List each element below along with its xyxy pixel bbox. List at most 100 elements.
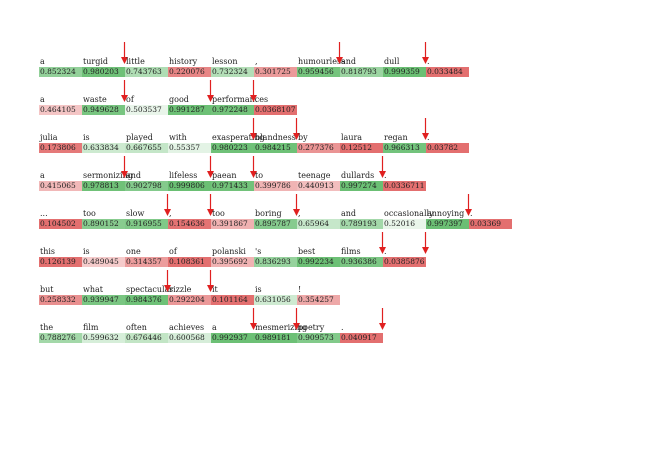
token-score: 0.959456 [297,67,340,77]
token-score: 0.895787 [254,219,297,229]
token-word: , [169,209,172,218]
token-cell: . 0.033484 [426,42,469,78]
token-word: played [126,133,153,142]
token-cell: a 0.464105 [39,80,82,116]
token-score: 0.220076 [168,67,211,77]
token-score: 0.966313 [383,143,426,153]
token-score: 0.104502 [39,219,82,229]
token-score: 0.818793 [340,67,383,77]
token-word: . [427,133,430,142]
token-word: with [169,133,187,142]
token-cell: and 0.789193 [340,194,383,230]
token-word: ... [40,209,48,218]
token-score: 0.984376 [125,295,168,305]
token-word: film [83,323,99,332]
token-score: 0.949628 [82,105,125,115]
token-score: 0.909573 [297,333,340,343]
token-score: 0.992937 [211,333,254,343]
token-cell: the 0.788276 [39,308,82,344]
token-word: dull [384,57,400,66]
token-cell: a 0.992937 [211,308,257,344]
token-word: . [255,95,258,104]
token-cell: lesson 0.732324 [211,42,254,78]
token-cell: too 0.890152 [82,194,125,230]
token-cell: played 0.667655 [125,118,168,154]
token-score: 0.033484 [426,67,469,77]
token-score: 0.154636 [168,219,211,229]
token-word: annoying [427,209,465,218]
sentence-row: julia 0.173806 is 0.633834 played 0.667655 wit… [39,118,469,154]
token-word: julia [40,133,58,142]
token-cell: , 0.154636 [168,194,214,230]
token-score: 0.415065 [39,181,82,191]
arrow-down-icon [121,80,128,102]
token-word: sermonizing [83,171,133,180]
token-cell: ! 0.354257 [297,270,340,306]
token-word: of [126,95,134,104]
arrow-down-icon [207,270,214,292]
token-word: sizzle [169,285,192,294]
token-score: 0.126139 [39,257,82,267]
token-cell: little 0.743763 [125,42,168,78]
arrow-down-icon [293,308,300,330]
token-cell: dull 0.999359 [383,42,429,78]
token-score: 0.939947 [82,295,125,305]
token-word: . [341,323,344,332]
token-score: 0.399786 [254,181,297,191]
token-score: 0.997397 [426,219,469,229]
token-word: and [341,209,357,218]
token-score: 0.101164 [211,295,254,305]
token-cell: is 0.489045 [82,232,125,268]
token-cell: of 0.108361 [168,232,211,268]
token-cell: of 0.503537 [125,80,168,116]
token-word: lifeless [169,171,198,180]
token-score: 0.980203 [82,67,125,77]
token-word: dullards [341,171,375,180]
token-score: 0.0385876 [383,257,426,267]
token-cell: ... 0.104502 [39,194,82,230]
token-cell: regan 0.966313 [383,118,429,154]
token-score: 0.292204 [168,295,211,305]
arrow-down-icon [422,232,429,254]
token-word: the [40,323,54,332]
token-word: exasperating [212,133,265,142]
token-score: 0.890152 [82,219,125,229]
token-cell: history 0.220076 [168,42,211,78]
token-cell: with 0.55357 [168,118,211,154]
token-score: 0.916955 [125,219,168,229]
token-word: lesson [212,57,238,66]
token-cell: what 0.939947 [82,270,125,306]
token-cell: a 0.415065 [39,156,82,192]
token-score: 0.301725 [254,67,297,77]
token-word: too [212,209,225,218]
token-word: but [40,285,54,294]
token-cell: waste 0.949628 [82,80,128,116]
token-score: 0.997274 [340,181,383,191]
token-score: 0.743763 [125,67,168,77]
token-word: laura [341,133,363,142]
token-cell: but 0.258332 [39,270,82,306]
arrow-down-icon [250,156,257,178]
token-cell: exasperating 0.980223 [211,118,265,154]
token-cell: by 0.277376 [297,118,340,154]
token-cell: to 0.399786 [254,156,297,192]
token-word: of [169,247,177,256]
token-score: 0.173806 [39,143,82,153]
token-score: 0.395692 [211,257,254,267]
token-word: waste [83,95,107,104]
token-cell: lifeless 0.999806 [168,156,214,192]
token-cell: sermonizing 0.978813 [82,156,133,192]
token-cell: it 0.101164 [211,270,254,306]
token-cell: performances 0.972248 [211,80,268,116]
token-score: 0.464105 [39,105,82,115]
token-word: a [212,323,217,332]
arrow-down-icon [422,42,429,64]
token-cell: annoying 0.997397 [426,194,472,230]
token-score: 0.667655 [125,143,168,153]
token-score: 0.314357 [125,257,168,267]
token-word: best [298,247,316,256]
token-word: spectacular [126,285,174,294]
token-score: 0.631056 [254,295,297,305]
token-score: 0.789193 [340,219,383,229]
